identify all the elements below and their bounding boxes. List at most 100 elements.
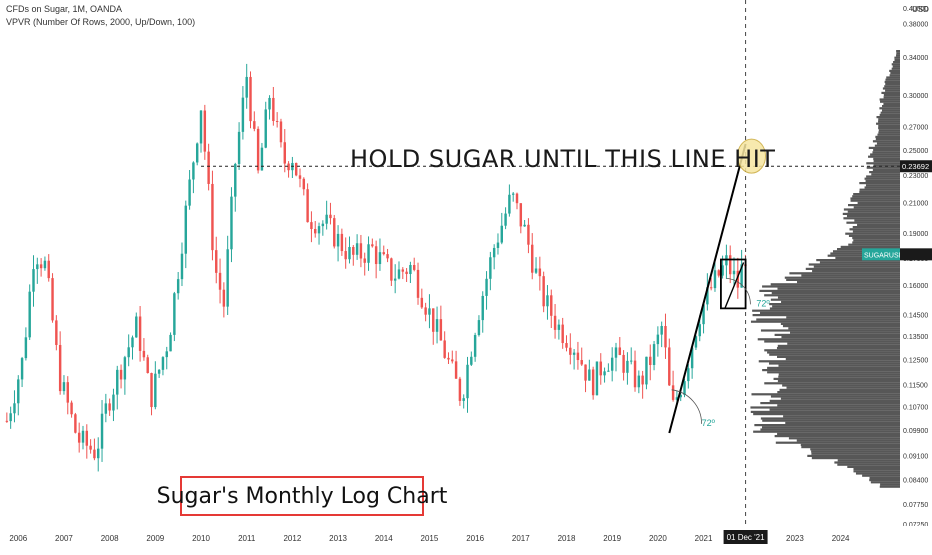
candle-body <box>504 213 507 226</box>
candle-body <box>363 258 366 263</box>
candle-body <box>660 326 663 335</box>
volume-profile-row <box>762 419 900 422</box>
volume-profile-row <box>752 314 900 317</box>
price-tick-label: 0.08400 <box>903 478 928 485</box>
volume-profile-row <box>878 129 900 132</box>
candle-body <box>740 264 743 288</box>
candle-body <box>519 203 523 227</box>
volume-profile-row <box>885 78 900 81</box>
volume-profile-row <box>770 283 900 286</box>
target-circle <box>737 138 767 174</box>
volume-profile-row <box>754 424 900 427</box>
legend-indicator[interactable]: VPVR (Number Of Rows, 2000, Up/Down, 100… <box>6 17 196 27</box>
volume-profile-row <box>811 450 900 453</box>
candle-body <box>359 243 363 259</box>
candle-body <box>348 247 351 260</box>
volume-profile-row <box>859 188 900 191</box>
candle-body <box>668 347 671 386</box>
volume-profile-row <box>882 105 900 108</box>
flag-channel <box>720 258 747 310</box>
volume-profile-row <box>876 142 900 145</box>
volume-profile-row <box>757 338 900 341</box>
candles <box>5 63 747 472</box>
volume-profile-row <box>879 485 900 488</box>
volume-profile-row <box>777 380 900 383</box>
volume-profile-row <box>834 461 900 464</box>
volume-profile-row <box>876 122 900 125</box>
volume-profile-row <box>886 76 900 79</box>
volume-profile-row <box>859 182 900 185</box>
volume-profile-row <box>869 479 900 482</box>
candle-body <box>36 264 39 270</box>
candle-body <box>736 270 740 288</box>
candle-body <box>572 352 576 355</box>
volume-profile-row <box>758 360 900 363</box>
candle-body <box>127 347 130 358</box>
volume-profile-row <box>753 413 900 416</box>
price-tick-label: 0.12500 <box>903 357 928 364</box>
candle-body <box>192 162 195 180</box>
volume-profile <box>750 50 900 488</box>
candle-body <box>618 347 622 355</box>
volume-profile-row <box>852 241 900 244</box>
candle-body <box>43 260 47 269</box>
candle-body <box>500 225 503 243</box>
candle-body <box>675 397 679 400</box>
volume-profile-row <box>770 298 900 301</box>
candle-body <box>253 121 256 129</box>
candle-body <box>245 76 248 98</box>
candle-body <box>728 255 732 275</box>
volume-profile-row <box>879 113 900 116</box>
volume-profile-row <box>896 50 900 53</box>
candle-body <box>591 369 595 396</box>
time-axis-bg <box>0 526 932 550</box>
volume-profile-row <box>869 476 900 479</box>
volume-profile-row <box>769 303 900 306</box>
volume-profile-row <box>847 465 900 468</box>
price-tick-label: 0.13500 <box>903 334 928 341</box>
legend-symbol-title[interactable]: CFDs on Sugar, 1M, OANDA <box>6 4 123 14</box>
current-date-text: 01 Dec '21 <box>727 533 766 542</box>
angle-arc <box>671 389 702 424</box>
time-tick-label: 2008 <box>101 534 119 543</box>
volume-profile-row <box>857 201 900 204</box>
volume-profile-row <box>816 259 900 262</box>
candle-body <box>630 360 633 362</box>
candle-body <box>439 319 443 341</box>
caption-text: Sugar's Monthly Log Chart <box>156 483 448 509</box>
price-tick-label: 0.09100 <box>903 453 928 460</box>
candle-body <box>9 413 12 422</box>
candle-body <box>679 394 682 398</box>
volume-profile-row <box>778 364 900 367</box>
candle-body <box>355 243 359 255</box>
last-price-tag <box>900 248 932 261</box>
candle-body <box>333 218 336 247</box>
candle-body <box>622 354 625 373</box>
candle-body <box>409 265 412 275</box>
candle-body <box>607 370 610 372</box>
candle-body <box>241 97 245 132</box>
volume-profile-row <box>780 322 900 325</box>
volume-profile-row <box>866 175 900 178</box>
volume-profile-row <box>777 296 900 299</box>
price-tick-label: 0.16000 <box>903 283 928 290</box>
angle-arc <box>726 277 751 305</box>
volume-profile-row <box>777 391 900 394</box>
hold-level-price-tag <box>900 160 932 173</box>
volume-profile-row <box>800 443 900 446</box>
price-tick-label: 0.09900 <box>903 428 928 435</box>
candle-body <box>135 316 138 338</box>
candle-body <box>580 360 583 365</box>
volume-profile-row <box>779 388 900 391</box>
volume-profile-row <box>846 221 900 224</box>
price-axis[interactable]: 0.40000 0.38000 0.34000 0.30000 0.27000 0.250… <box>862 0 932 550</box>
time-axis[interactable]: 2006 2007 2008 2009 2010 2011 2012 2013 2014 2015… <box>0 526 932 550</box>
candle-body <box>188 179 191 206</box>
candle-body <box>199 110 203 144</box>
candle-body <box>119 369 123 380</box>
time-tick-label: 2024 <box>832 534 850 543</box>
volume-profile-row <box>753 430 900 433</box>
candle-body <box>435 319 439 332</box>
